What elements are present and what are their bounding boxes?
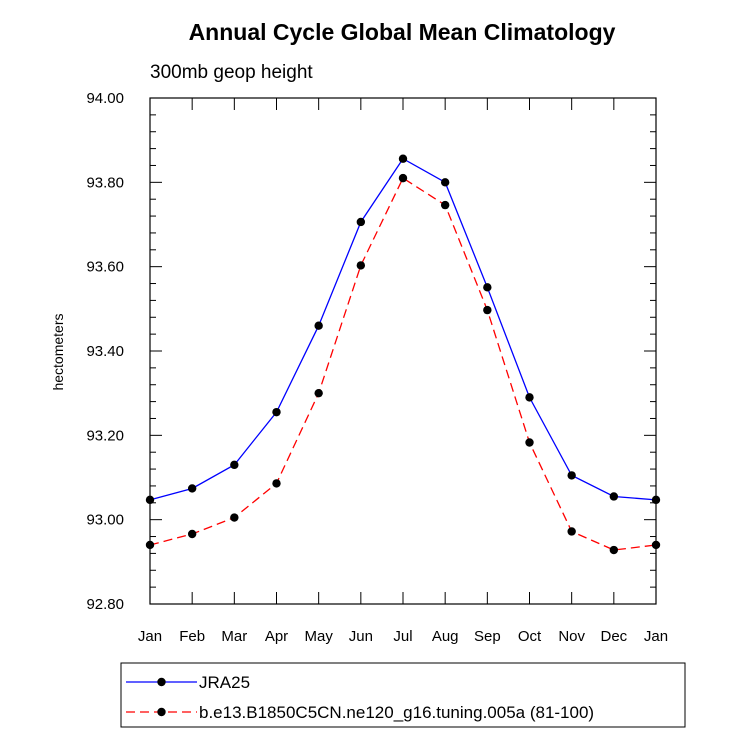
x-tick-labels: Jan Feb Mar Apr May Jun Jul Aug Sep Oct Nov Dec Jan <box>138 628 668 645</box>
series-0-point <box>609 492 619 501</box>
series-1-point <box>398 173 408 183</box>
series-1-point <box>567 527 576 536</box>
x-tick-label: Mar <box>221 628 247 645</box>
series-0-point <box>525 393 534 402</box>
axis-ticks <box>149 97 657 605</box>
series-0-point <box>567 471 576 480</box>
series-0-point <box>398 154 408 163</box>
series-1-point <box>272 479 281 488</box>
x-tick-label: Jan <box>138 628 162 645</box>
y-tick-label: 93.00 <box>86 512 124 529</box>
series-0-point <box>356 217 366 227</box>
series-1-point <box>187 529 197 539</box>
y-tick-labels: 92.80 93.00 93.20 93.40 93.60 93.80 94.00 <box>86 90 124 613</box>
series-1-point <box>609 545 619 555</box>
legend: JRA25 b.e13.B1850C5CN.ne120_g16.tuning.0… <box>120 662 686 728</box>
series-0-point <box>483 283 492 292</box>
x-tick-label: May <box>304 628 333 645</box>
series-points <box>145 154 661 555</box>
x-tick-label: Nov <box>558 628 585 645</box>
series-1-point <box>356 261 366 270</box>
series-1-point <box>440 200 450 210</box>
x-tick-label: Jan <box>644 628 668 645</box>
series-0-point <box>230 460 239 470</box>
x-tick-label: Feb <box>179 628 205 645</box>
series-1-point <box>525 438 534 447</box>
plot-frame <box>149 97 657 605</box>
x-tick-label: Apr <box>265 628 288 645</box>
legend-swatch-jra25-marker <box>157 677 166 687</box>
legend-box <box>120 662 686 728</box>
series-0-point <box>187 484 197 493</box>
series-0-point <box>272 407 281 417</box>
chart-title: Annual Cycle Global Mean Climatology <box>189 19 616 45</box>
y-axis-label: hectometers <box>50 313 66 390</box>
y-tick-label: 94.00 <box>86 90 124 107</box>
x-tick-label: Sep <box>474 628 501 645</box>
y-tick-label: 92.80 <box>86 596 124 613</box>
series-lines <box>149 157 657 551</box>
x-tick-label: Aug <box>432 628 459 645</box>
x-tick-label: Oct <box>518 628 542 645</box>
x-tick-label: Jul <box>393 628 412 645</box>
series-line-0 <box>149 157 657 501</box>
chart-subtitle: 300mb geop height <box>150 62 313 83</box>
legend-label-model: b.e13.B1850C5CN.ne120_g16.tuning.005a (8… <box>199 703 594 722</box>
legend-swatch-model-marker <box>157 707 166 717</box>
series-1-point <box>314 388 323 398</box>
legend-label-jra25: JRA25 <box>199 673 250 692</box>
series-1-point <box>483 305 492 315</box>
series-line-1 <box>149 177 657 551</box>
x-tick-label: Dec <box>600 628 627 645</box>
x-tick-label: Jun <box>349 628 373 645</box>
series-1-point <box>230 513 239 522</box>
y-tick-label: 93.80 <box>86 174 124 191</box>
series-0-point <box>314 321 323 330</box>
y-tick-label: 93.20 <box>86 427 124 444</box>
y-tick-label: 93.60 <box>86 259 124 276</box>
series-0-point <box>440 178 450 187</box>
y-tick-label: 93.40 <box>86 343 124 360</box>
